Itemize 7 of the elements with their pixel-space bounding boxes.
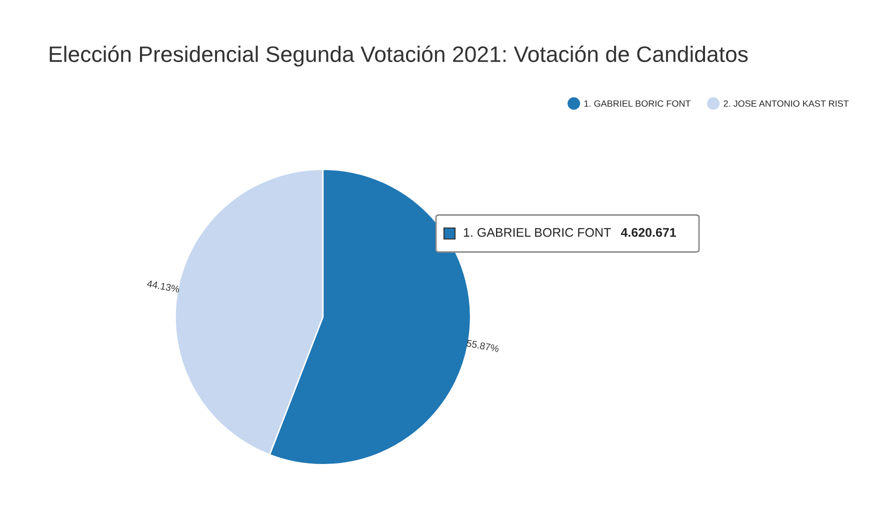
chart-title: Elección Presidencial Segunda Votación 2021: Votación de Candidatos — [50, 46, 748, 66]
text: 4.620.671 — [620, 228, 676, 237]
data-label: 44.13% — [146, 280, 180, 293]
legend-label: 2. JOSE ANTONIO KAST RIST — [724, 100, 849, 107]
data-label: 55.87% — [466, 340, 500, 352]
text: 1. GABRIEL BORIC FONT — [464, 228, 611, 237]
legend-label: 1. GABRIEL BORIC FONT — [584, 100, 691, 107]
